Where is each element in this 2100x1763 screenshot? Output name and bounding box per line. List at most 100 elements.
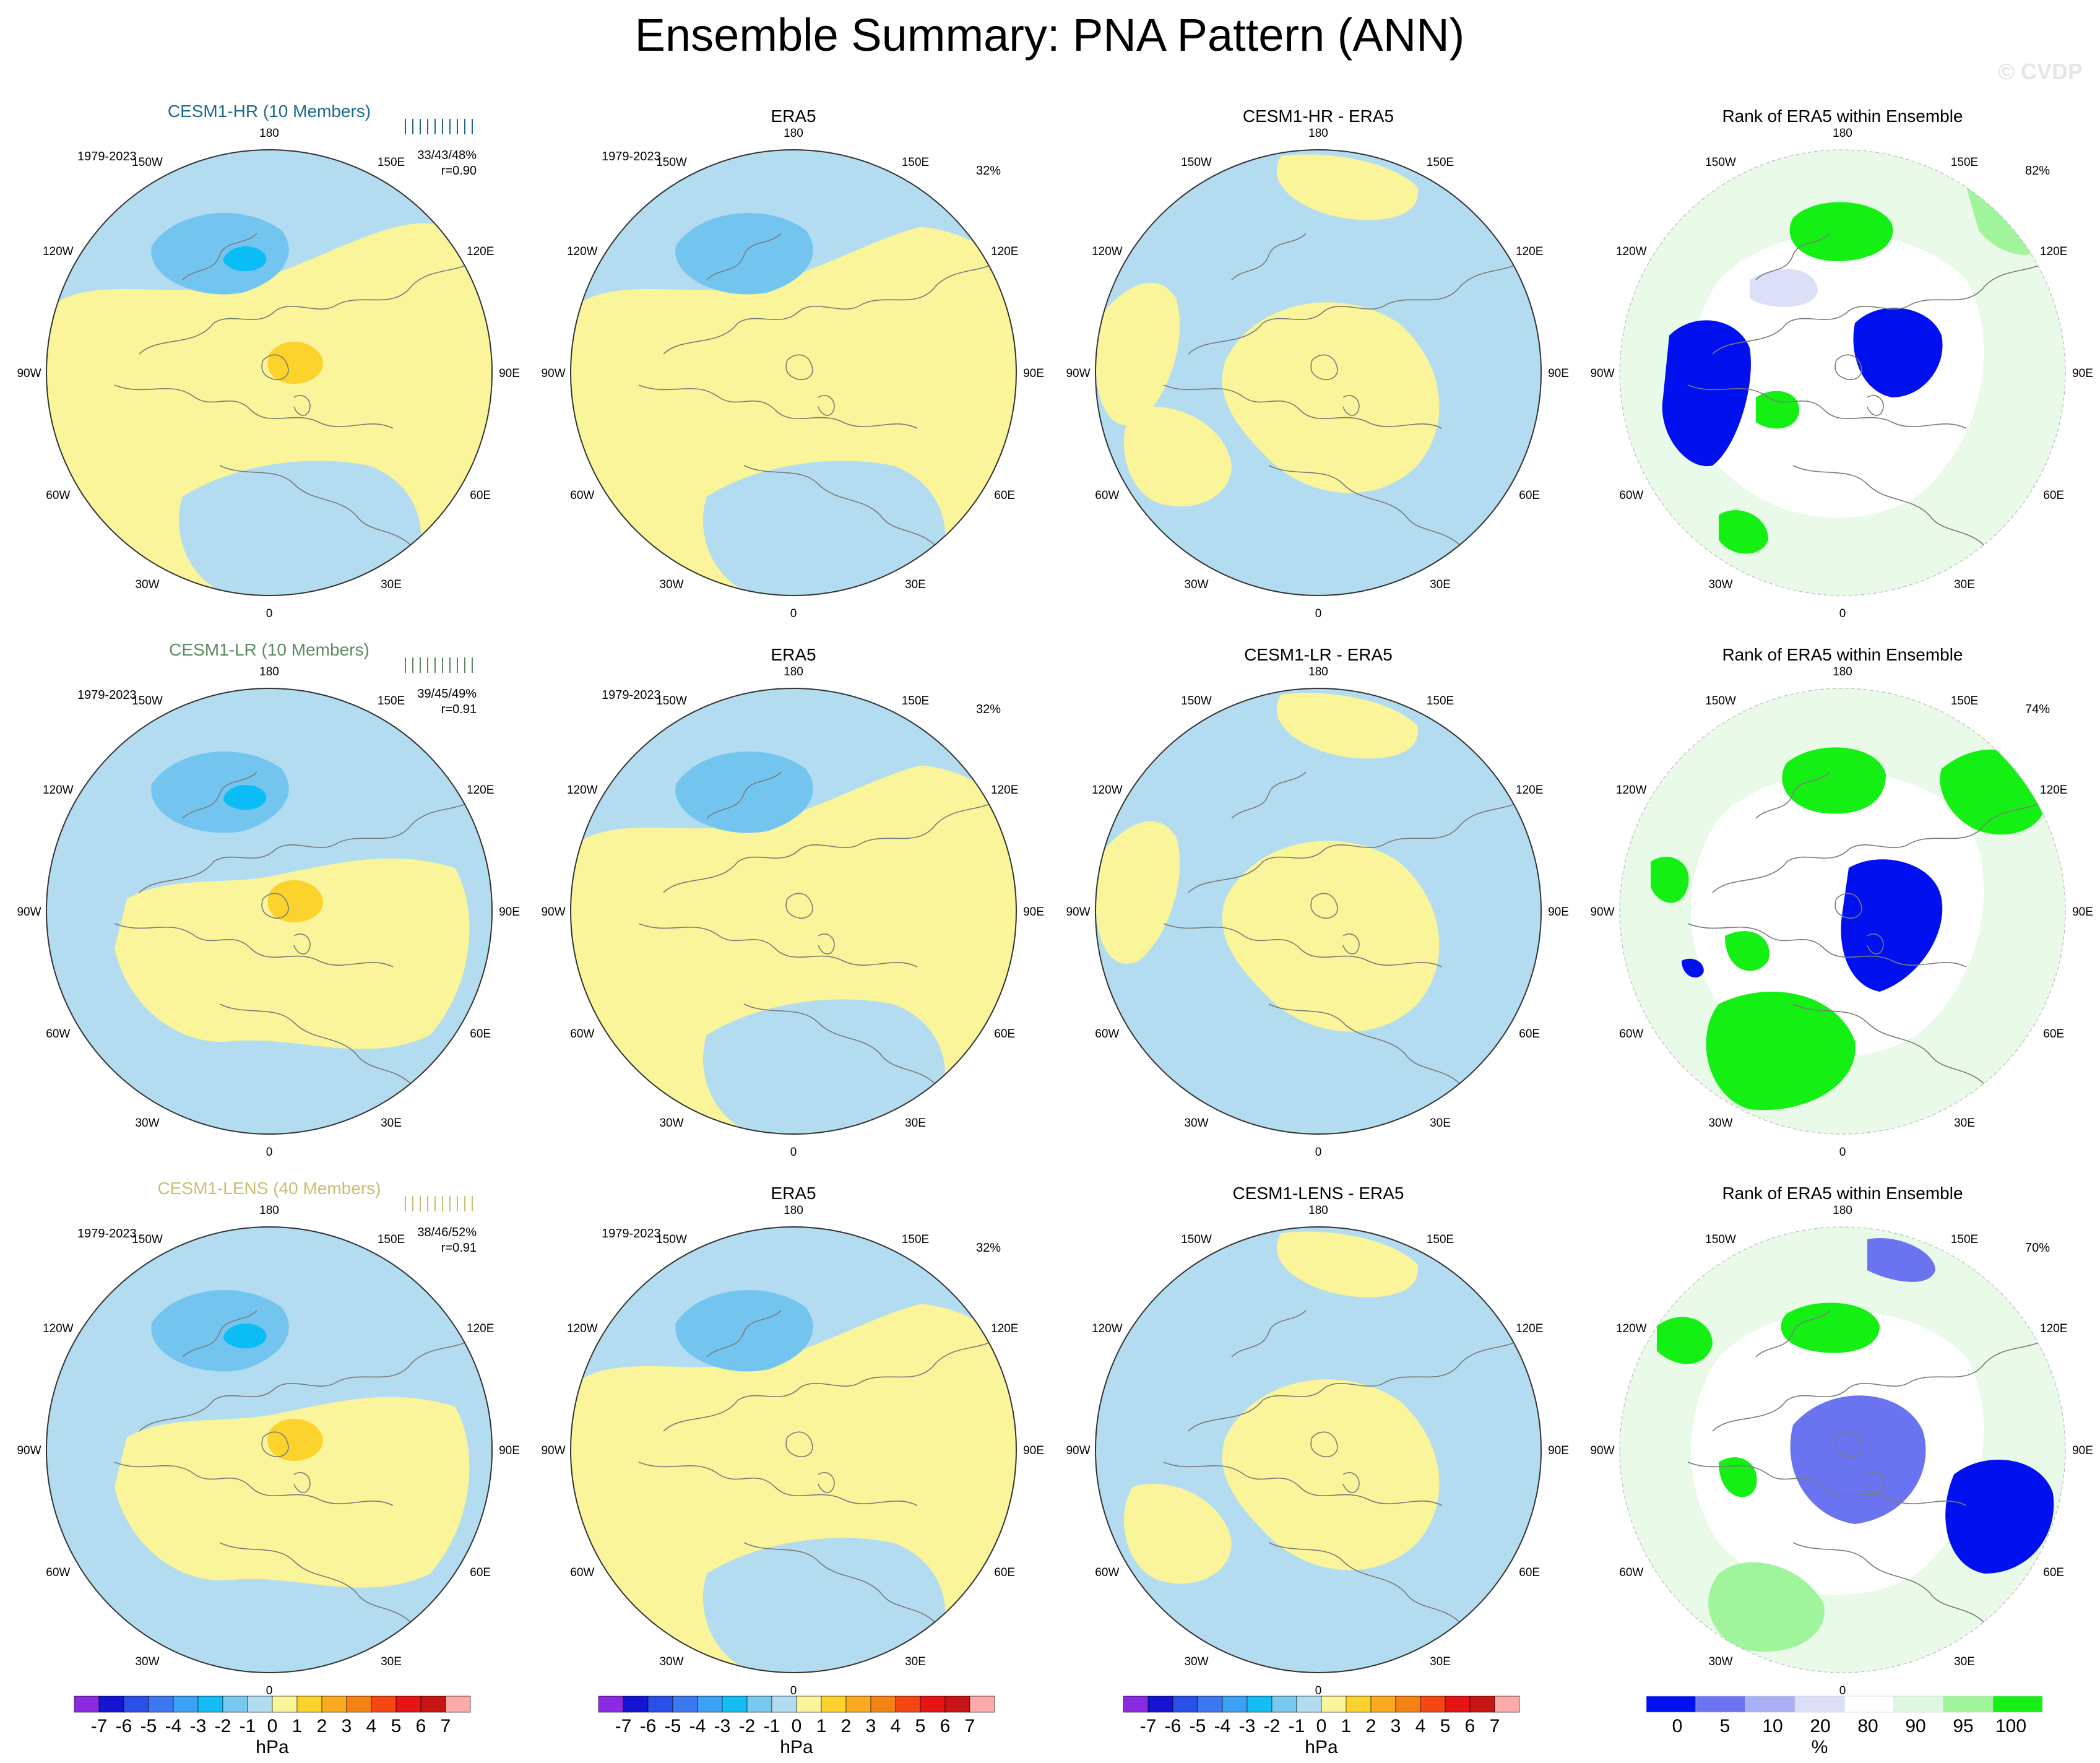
- model-title: CESM1-LENS (40 Members): [158, 1179, 381, 1198]
- colorbar-swatch: [420, 1696, 446, 1713]
- colorbar-swatch: [222, 1696, 248, 1713]
- coastlines: [638, 771, 998, 1085]
- coastline: [1231, 1310, 1307, 1358]
- longitude-label: 150W: [1181, 1233, 1212, 1246]
- longitude-label: 60W: [46, 1566, 70, 1579]
- model-corr: r=0.90: [441, 164, 477, 178]
- longitude-label: 120E: [1516, 1322, 1543, 1335]
- map-region-deep-blue: [223, 246, 267, 272]
- longitude-label: 60W: [1619, 1028, 1643, 1041]
- colorbar-swatch: [74, 1696, 100, 1713]
- longitude-label: 180: [784, 665, 803, 678]
- longitude-label: 30W: [1184, 1117, 1208, 1130]
- longitude-label: 180: [1833, 665, 1852, 678]
- coastline: [293, 1472, 311, 1493]
- map-region-rank-green: [1782, 747, 1886, 814]
- colorbar-swatch: [1494, 1696, 1520, 1713]
- longitude-label: 30W: [659, 578, 683, 591]
- longitude-label: 180: [259, 665, 279, 678]
- longitude-label: 180: [259, 127, 279, 140]
- longitude-label: 150E: [902, 695, 929, 708]
- map-region-rank-green: [1657, 1317, 1713, 1364]
- longitude-label: 120W: [43, 1322, 74, 1335]
- longitude-label: 90E: [2072, 367, 2093, 380]
- colorbar-swatch: [598, 1696, 624, 1713]
- longitude-label: 30E: [1430, 1655, 1451, 1668]
- map-region-rank-mid-blue: [1867, 1238, 1935, 1282]
- colorbar-swatch: [371, 1696, 397, 1713]
- map-region-rank-mid-blue: [1790, 1395, 1926, 1524]
- coastline: [1712, 799, 2047, 893]
- coastline: [1867, 1472, 1884, 1493]
- colorbar-tick-label: 6: [416, 1716, 426, 1736]
- colorbar-swatch: [1844, 1696, 1895, 1713]
- colorbar-tick-label: 4: [366, 1716, 377, 1736]
- coastline: [1268, 1542, 1461, 1624]
- colorbar-swatch: [1197, 1696, 1223, 1713]
- colorbar-tick-label: -7: [615, 1716, 632, 1736]
- longitude-label: 60W: [46, 1028, 70, 1041]
- longitude-label: 30E: [381, 578, 402, 591]
- colorbar-swatch: [395, 1696, 421, 1713]
- map-region-deep-blue: [223, 784, 267, 810]
- coastline: [1188, 799, 1523, 893]
- model-panel: 180 150E 120E 90E 60E 30E 0 30W 60W 90W 120W 150W CE…: [17, 640, 519, 1159]
- figure-title: Ensemble Summary: PNA Pattern (ANN): [635, 9, 1465, 61]
- longitude-label: 60E: [470, 489, 491, 502]
- longitude-label: 150E: [1951, 1233, 1978, 1246]
- rank-panel: 180 150E 120E 90E 60E 30E 0 30W 60W 90W 120W 150W Ra…: [1590, 1184, 2093, 1697]
- rank-panel: 180 150E 120E 90E 60E 30E 0 30W 60W 90W 120W 150W Ra…: [1590, 645, 2093, 1159]
- rank-pct: 82%: [2025, 164, 2050, 178]
- rank-title: Rank of ERA5 within Ensemble: [1722, 1184, 1963, 1203]
- longitude-label: 120E: [1516, 245, 1543, 258]
- longitude-label: 0: [1839, 607, 1846, 620]
- colorbar-swatch: [920, 1696, 946, 1713]
- map-region-light-blue: [702, 1538, 946, 1673]
- longitude-label: 60E: [2043, 489, 2064, 502]
- hpa-colorbar: -7 -6 -5 -4 -3 -2 -1 0 1 2 3 4 5 6 7 hPa: [74, 1696, 471, 1757]
- colorbar-tick-label: -2: [215, 1716, 231, 1736]
- map-border: [1095, 1226, 1542, 1673]
- longitude-label: 150E: [1951, 156, 1978, 169]
- coastline: [1310, 1431, 1338, 1457]
- coastline: [1755, 771, 1831, 819]
- colorbar-tick-label: 6: [1465, 1716, 1476, 1736]
- colorbar-unit: hPa: [780, 1737, 813, 1757]
- coastline: [1188, 261, 1523, 355]
- map-region-light-yellow: [1123, 1483, 1232, 1584]
- longitude-label: 30E: [1430, 578, 1451, 591]
- hpa-colorbar: -7 -6 -5 -4 -3 -2 -1 0 1 2 3 4 5 6 7 hPa: [1123, 1696, 1520, 1757]
- longitude-label: 120E: [2040, 784, 2067, 797]
- colorbar-swatch: [445, 1696, 471, 1713]
- coastline: [785, 1431, 813, 1457]
- obs-pct: 32%: [976, 703, 1001, 716]
- map-region-light-yellow: [115, 1397, 470, 1588]
- colorbar-swatch: [821, 1696, 847, 1713]
- map-region-orange-yellow: [267, 1418, 323, 1462]
- coastline: [114, 1462, 394, 1506]
- coastline: [785, 893, 813, 919]
- longitude-label: 30W: [135, 1655, 159, 1668]
- longitude-label: 90W: [541, 367, 565, 380]
- longitude-label: 30E: [905, 1117, 926, 1130]
- map-region-rank-green: [1651, 857, 1689, 903]
- colorbar-swatch: [1745, 1696, 1795, 1713]
- map-fill: [1095, 1227, 1541, 1673]
- map-region-rank-green: [1719, 1457, 1757, 1497]
- model-stats: 38/46/52%: [417, 1226, 477, 1239]
- map-disk: 180 150E 120E 90E 60E 30E 0 30W 60W 90W 120W 150W: [1066, 665, 1568, 1159]
- colorbar-tick-label: 100: [1995, 1716, 2026, 1736]
- colorbar-unit: %: [1812, 1737, 1828, 1757]
- longitude-label: 120E: [1516, 784, 1543, 797]
- model-panel: 180 150E 120E 90E 60E 30E 0 30W 60W 90W 120W 150W CE…: [17, 102, 519, 620]
- longitude-label: 30W: [659, 1655, 683, 1668]
- hpa-colorbar: -7 -6 -5 -4 -3 -2 -1 0 1 2 3 4 5 6 7 hPa: [598, 1696, 995, 1757]
- colorbar-swatch: [1172, 1696, 1198, 1713]
- coastline: [818, 395, 835, 416]
- longitude-label: 30E: [905, 578, 926, 591]
- obs-period: 1979-2023: [602, 150, 661, 163]
- longitude-label: 60E: [1519, 1028, 1540, 1041]
- longitude-label: 60E: [1519, 489, 1540, 502]
- map-region-light-blue: [178, 461, 421, 596]
- colorbar-tick-label: 80: [1857, 1716, 1878, 1736]
